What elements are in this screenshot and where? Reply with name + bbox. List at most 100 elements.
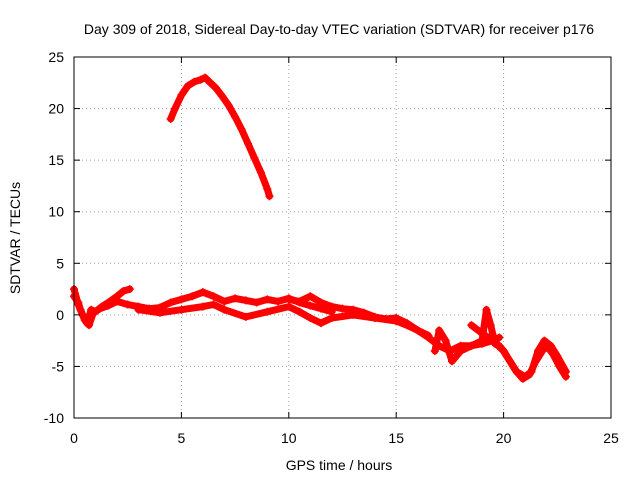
data-point <box>521 372 530 381</box>
data-point <box>263 307 272 316</box>
data-point <box>327 313 336 322</box>
data-point <box>198 302 207 311</box>
data-point <box>190 77 199 86</box>
data-point <box>123 300 132 309</box>
data-point <box>349 305 358 314</box>
data-point <box>74 298 83 307</box>
y-tick-label: 10 <box>48 204 64 220</box>
data-point <box>478 329 487 338</box>
data-point <box>265 192 274 201</box>
chart-title: Day 309 of 2018, Sidereal Day-to-day VTE… <box>84 21 594 37</box>
x-tick-label: 25 <box>603 430 619 446</box>
data-point <box>295 307 304 316</box>
data-point <box>177 305 186 314</box>
data-points <box>70 73 570 383</box>
data-point <box>166 114 175 123</box>
data-point <box>317 298 326 307</box>
data-point <box>231 294 240 303</box>
data-point <box>220 297 229 306</box>
data-point <box>546 341 555 350</box>
data-point <box>413 326 422 335</box>
data-point <box>467 321 476 330</box>
data-point <box>424 333 433 342</box>
y-tick-label: 0 <box>56 307 64 323</box>
data-point <box>183 81 192 90</box>
data-point <box>392 313 401 322</box>
data-point <box>256 168 265 177</box>
data-point <box>540 336 549 345</box>
data-point <box>306 292 315 301</box>
data-point <box>95 304 104 313</box>
data-point <box>274 297 283 306</box>
x-tick-label: 15 <box>388 430 404 446</box>
data-point <box>482 305 491 314</box>
data-point <box>381 314 390 323</box>
data-point <box>327 302 336 311</box>
data-point <box>250 154 259 163</box>
y-tick-label: 15 <box>48 152 64 168</box>
data-point <box>241 296 250 305</box>
data-point <box>218 92 227 101</box>
data-point <box>488 336 497 345</box>
data-point <box>112 297 121 306</box>
data-point <box>486 321 495 330</box>
x-axis-label: GPS time / hours <box>286 457 393 473</box>
data-point <box>241 312 250 321</box>
plot-frame <box>73 56 612 419</box>
data-point <box>456 346 465 355</box>
data-point <box>317 319 326 328</box>
data-point <box>252 298 261 307</box>
data-point <box>306 313 315 322</box>
data-point <box>448 357 457 366</box>
data-point <box>231 112 240 121</box>
data-point <box>224 101 233 110</box>
data-point <box>188 292 197 301</box>
y-tick-label: 25 <box>48 49 64 65</box>
series-line-arc-7 <box>167 74 273 200</box>
data-point <box>553 352 562 361</box>
data-point <box>295 297 304 306</box>
data-point <box>104 301 113 310</box>
data-point <box>201 73 210 82</box>
data-point <box>402 319 411 328</box>
data-point <box>359 308 368 317</box>
x-tick-label: 5 <box>178 430 186 446</box>
x-tick-label: 0 <box>70 430 78 446</box>
data-point <box>441 336 450 345</box>
data-point <box>177 91 186 100</box>
data-point <box>561 367 570 376</box>
data-point <box>527 367 536 376</box>
data-point <box>209 292 218 301</box>
data-point <box>220 305 229 314</box>
data-point <box>478 336 487 345</box>
data-point <box>284 295 293 304</box>
data-point <box>370 312 379 321</box>
data-point <box>89 308 98 317</box>
y-tick-label: -10 <box>44 410 64 426</box>
data-point <box>306 301 315 310</box>
data-point <box>499 346 508 355</box>
data-point <box>237 125 246 134</box>
data-point <box>119 287 128 296</box>
data-point <box>506 357 515 366</box>
data-point <box>205 77 214 86</box>
x-tick-label: 10 <box>281 430 297 446</box>
data-point <box>512 367 521 376</box>
data-point <box>430 346 439 355</box>
data-point <box>134 305 143 314</box>
data-point <box>177 295 186 304</box>
data-point <box>284 302 293 311</box>
data-point <box>125 285 134 294</box>
data-point <box>85 321 94 330</box>
data-point <box>80 316 89 325</box>
y-axis-label: SDTVAR / TECUs <box>7 182 23 294</box>
y-tick-label: -5 <box>52 358 65 374</box>
data-point <box>435 326 444 335</box>
data-point <box>166 298 175 307</box>
data-point <box>467 341 476 350</box>
data-point <box>263 185 272 194</box>
data-point <box>211 83 220 92</box>
data-point <box>338 304 347 313</box>
data-point <box>243 139 252 148</box>
